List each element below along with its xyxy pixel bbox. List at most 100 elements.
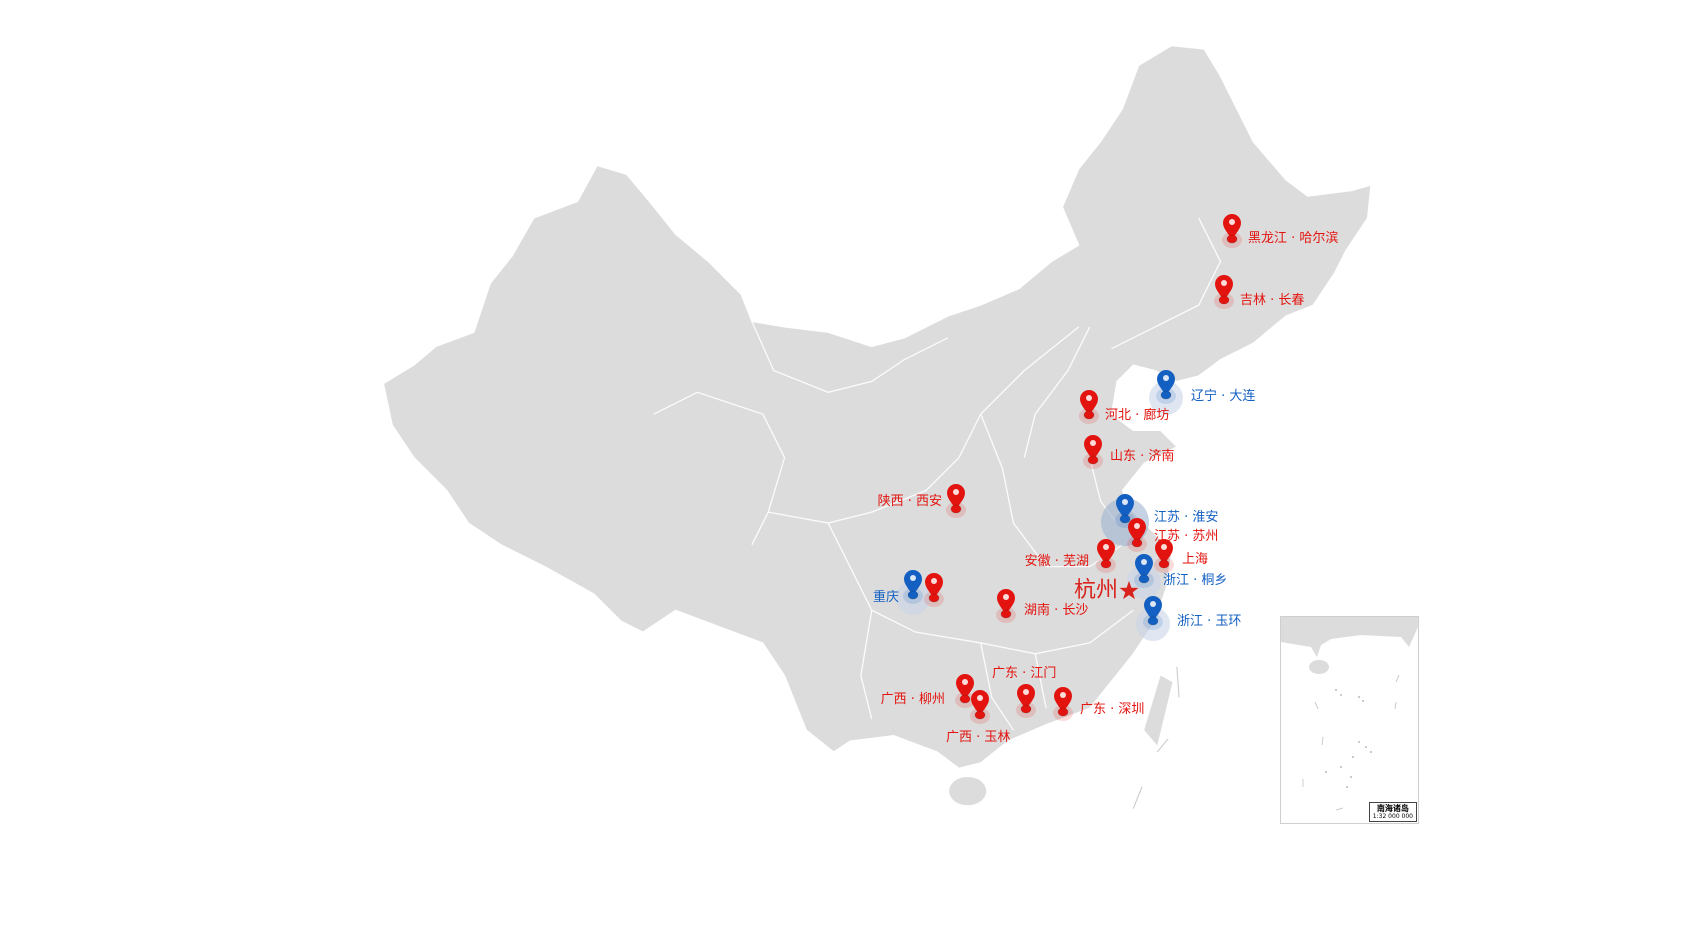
map-pin-icon[interactable]: [1223, 214, 1241, 240]
map-pin-icon[interactable]: [1080, 390, 1098, 416]
map-pin-icon[interactable]: [947, 484, 965, 510]
map-marker[interactable]: [1083, 435, 1103, 469]
pin-dot: [931, 578, 937, 584]
map-marker[interactable]: [996, 589, 1016, 623]
map-pin-icon[interactable]: [1017, 684, 1035, 710]
map-pin-icon[interactable]: [956, 674, 974, 700]
map-marker[interactable]: [1096, 539, 1116, 573]
map-marker[interactable]: [955, 674, 975, 708]
marker-label: 山东 · 济南: [1110, 449, 1175, 464]
map-pin-icon[interactable]: [1084, 435, 1102, 461]
pin-dot: [1103, 544, 1109, 550]
marker-label: 黑龙江 · 哈尔滨: [1248, 231, 1339, 246]
map-pin-icon[interactable]: [1116, 494, 1134, 520]
marker-label: 吉林 · 长春: [1240, 293, 1305, 308]
map-pin-icon[interactable]: [1155, 539, 1173, 565]
pin-base: [1020, 704, 1032, 714]
map-marker[interactable]: [1154, 539, 1174, 573]
map-marker[interactable]: [1079, 390, 1099, 424]
map-pin-icon[interactable]: [1157, 370, 1175, 396]
pin-dot: [953, 489, 959, 495]
south-china-sea-inset: 南海诸岛 1:32 000 000: [1280, 616, 1419, 824]
marker-label: 湖南 · 长沙: [1024, 603, 1089, 618]
map-marker[interactable]: [1149, 370, 1183, 415]
pin-base: [1218, 295, 1230, 305]
map-marker[interactable]: [1136, 596, 1170, 641]
pin-base: [950, 504, 962, 514]
map-pin-icon[interactable]: [1054, 687, 1072, 713]
pin-dot: [1221, 280, 1227, 286]
inset-legend: 南海诸岛 1:32 000 000: [1368, 802, 1417, 822]
map-marker[interactable]: [1127, 518, 1147, 552]
inset-title: 南海诸岛: [1376, 804, 1409, 813]
marker-label: 陕西 · 西安: [877, 494, 942, 509]
pin-base: [1083, 410, 1095, 420]
marker-label: 上海: [1182, 552, 1209, 567]
marker-label: 广东 · 江门: [992, 666, 1057, 681]
pin-dot: [1163, 375, 1169, 381]
sea-islands: [1132, 666, 1180, 809]
map-pin-icon[interactable]: [971, 690, 989, 716]
map-marker[interactable]: [924, 573, 944, 607]
pin-dot: [1134, 523, 1140, 529]
map-pin-icon[interactable]: [1215, 275, 1233, 301]
pin-dot: [910, 575, 916, 581]
pin-base: [1087, 455, 1099, 465]
pin-dot: [1003, 594, 1009, 600]
pin-dot: [1229, 219, 1235, 225]
pin-dot: [1090, 440, 1096, 446]
marker-layer: [896, 214, 1242, 724]
marker-label: 浙江 · 玉环: [1177, 614, 1242, 629]
pin-dot: [1150, 601, 1156, 607]
marker-label: 江苏 · 苏州: [1154, 529, 1219, 544]
pin-dot: [1060, 692, 1066, 698]
marker-label: 广西 · 玉林: [946, 730, 1011, 745]
center-city-label: 杭州: [1073, 578, 1118, 603]
pin-base: [1131, 538, 1143, 548]
map-marker[interactable]: [896, 570, 930, 615]
pin-dot: [977, 695, 983, 701]
map-pin-icon[interactable]: [1144, 596, 1162, 622]
map-marker[interactable]: [1053, 687, 1073, 721]
marker-label: 江苏 · 淮安: [1154, 510, 1219, 525]
map-pin-icon[interactable]: [904, 570, 922, 596]
map-pin-icon[interactable]: [1135, 554, 1153, 580]
pin-dot: [962, 679, 968, 685]
pin-base: [1119, 514, 1131, 524]
pin-dot: [1141, 559, 1147, 565]
pin-base: [928, 593, 940, 603]
province-borders: [653, 217, 1222, 731]
marker-label: 广东 · 深圳: [1080, 702, 1145, 717]
marker-label: 安徽 · 芜湖: [1024, 554, 1089, 569]
inset-scale: 1:32 000 000: [1372, 813, 1413, 820]
china-landmass: [382, 45, 1372, 769]
map-marker[interactable]: [1016, 684, 1036, 718]
pin-base: [959, 694, 971, 704]
pin-base: [1138, 574, 1150, 584]
pin-dot: [1161, 544, 1167, 550]
map-pin-icon[interactable]: [997, 589, 1015, 615]
pin-base: [1100, 559, 1112, 569]
marker-label: 辽宁 · 大连: [1191, 389, 1256, 404]
pin-base: [1147, 616, 1159, 626]
map-pin-icon[interactable]: [1097, 539, 1115, 565]
taiwan-island: [1144, 675, 1173, 746]
map-marker[interactable]: [1214, 275, 1234, 309]
pin-base: [1226, 234, 1238, 244]
pin-base: [1160, 390, 1172, 400]
pin-base: [1158, 559, 1170, 569]
pin-base: [907, 590, 919, 600]
map-marker[interactable]: [946, 484, 966, 518]
marker-label: 河北 · 廊坊: [1105, 408, 1170, 423]
map-marker[interactable]: [970, 690, 990, 724]
map-pin-icon[interactable]: [925, 573, 943, 599]
map-pin-icon[interactable]: [1128, 518, 1146, 544]
marker-label: 广西 · 柳州: [880, 692, 945, 707]
marker-label: 重庆: [872, 590, 899, 605]
pin-base: [974, 710, 986, 720]
pin-dot: [1086, 395, 1092, 401]
map-marker[interactable]: [1222, 214, 1242, 248]
pin-dot: [1023, 689, 1029, 695]
